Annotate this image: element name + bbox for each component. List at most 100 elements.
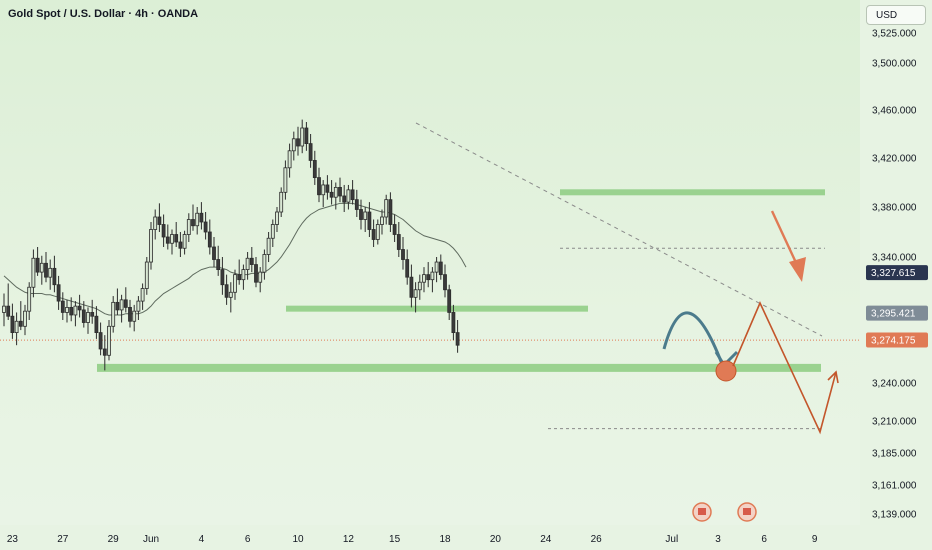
candle-down [220,269,225,286]
candle-down [304,127,309,144]
candle-up [144,261,149,289]
candle-down [451,312,456,334]
candle-down [128,306,132,322]
time-tick-label: 24 [540,534,552,545]
candle-down [396,234,401,250]
price-badge-label: 3,274.175 [871,335,916,346]
candle-up [182,234,187,249]
currency-button[interactable]: USD [866,5,926,25]
candle-down [455,332,460,346]
forecast-arrow-head-orange [827,370,839,384]
candle-up [228,291,233,298]
candle-up [384,199,389,218]
candle-down [329,191,334,198]
candle-down [165,236,170,244]
candle-down [56,284,61,302]
time-tick-label: 27 [57,534,69,545]
candle-up [241,269,246,281]
candle-up [149,229,153,263]
candle-up [258,271,263,283]
price-tick-label: 3,340.000 [872,253,917,264]
candle-down [296,138,300,147]
candle-down [237,274,242,281]
candle-up [23,310,27,327]
candle-up [111,301,116,327]
candle-down [388,199,393,225]
candle-down [354,199,359,210]
candle-up [262,254,267,273]
symbol-title[interactable]: Gold Spot / U.S. Dollar · 4h · OANDA [8,8,199,20]
down-arrow-shaft [770,210,800,268]
candle-down [44,262,48,278]
candle-down [224,284,229,298]
candle-up [275,211,279,225]
candle-up [375,224,380,240]
candle-down [60,300,65,313]
candle-down [392,224,397,235]
candle-up [434,261,439,273]
down-arrow-head [789,257,806,282]
candle-up [2,305,6,313]
time-tick-label: 20 [490,534,502,545]
time-axis[interactable] [0,525,860,550]
candle-up [73,305,78,316]
candle-up [321,184,326,196]
time-tick-label: 26 [591,534,603,545]
candle-down [254,264,258,283]
forecast-path-orange [732,301,837,435]
candle-up [107,325,111,356]
candle-up [153,216,158,230]
candle-down [212,246,216,260]
candle-down [325,184,330,193]
candle-up [140,288,145,302]
candle-up [119,299,124,311]
resistance-zone [560,189,825,196]
candle-up [39,262,44,273]
candle-down [342,195,347,203]
candle-up [65,306,69,313]
time-tick-label: Jun [143,534,159,545]
candle-up [279,191,284,213]
time-tick-label: 10 [292,534,304,545]
price-badge-label: 3,327.615 [871,268,916,279]
candle-up [287,150,292,169]
candle-down [35,257,40,273]
price-tick-label: 3,460.000 [872,106,917,117]
candle-down [312,160,317,178]
candle-down [338,186,342,197]
price-tick-label: 3,210.000 [872,417,917,428]
time-tick-label: 9 [812,534,818,545]
candle-up [346,189,351,203]
plot-area[interactable] [0,0,860,525]
candle-down [69,306,74,316]
candle-up [363,211,368,220]
candle-down [447,289,452,313]
candle-up [136,300,141,312]
price-tick-label: 3,240.000 [872,379,917,390]
candle-up [195,212,200,227]
candle-down [350,189,355,201]
candle-down [405,259,410,278]
candle-up [422,274,426,283]
candle-up [245,257,250,271]
candle-down [161,224,166,238]
candle-up [413,289,418,298]
candle-down [90,312,95,317]
candle-down [249,257,254,265]
candle-up [270,224,275,239]
candle-up [283,167,288,193]
support-zone [97,363,821,372]
candle-up [31,257,36,288]
candle-down [426,274,431,281]
time-tick-label: 18 [439,534,451,545]
candle-up [170,234,174,244]
price-tick-label: 3,500.000 [872,59,917,70]
candle-down [102,348,107,356]
time-tick-label: 6 [245,534,251,545]
candle-down [207,231,212,248]
time-tick-label: 29 [108,534,120,545]
price-badge-label: 3,295.421 [871,309,916,320]
candle-down [18,320,23,327]
candle-down [438,261,443,276]
